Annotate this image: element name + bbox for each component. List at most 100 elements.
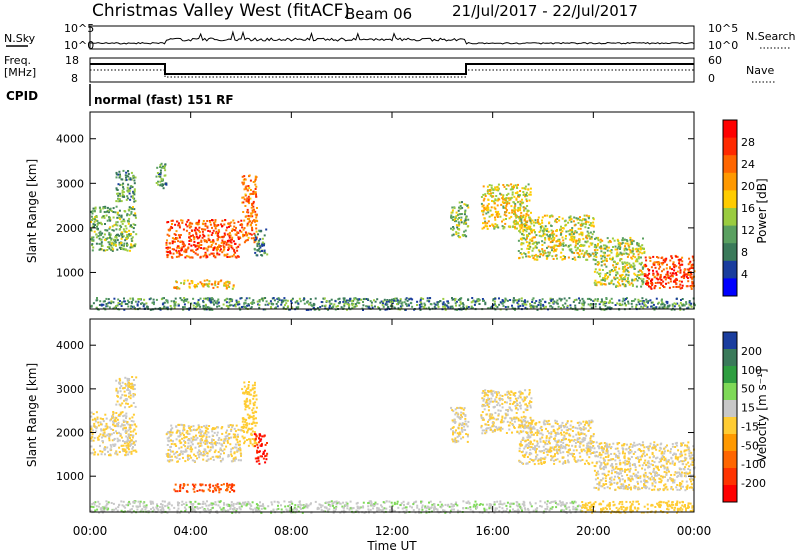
power-cell [456, 308, 459, 311]
power-cell [689, 304, 692, 307]
velocity-cell [221, 426, 224, 428]
power-cell [531, 301, 534, 303]
velocity-cell [241, 388, 244, 391]
power-cell [200, 247, 203, 249]
power-cell [267, 303, 270, 306]
power-cell [561, 248, 564, 251]
power-cell [122, 191, 125, 194]
power-region-3 [165, 219, 243, 259]
power-cell [244, 178, 247, 181]
velocity-cell [220, 484, 223, 486]
power-cell [598, 303, 601, 306]
power-cell [196, 242, 199, 245]
power-cell [206, 285, 209, 287]
power-cell [120, 220, 123, 223]
power-cell [661, 270, 663, 273]
power-cell [166, 239, 168, 242]
power-cell [541, 244, 544, 246]
power-cell [621, 300, 624, 303]
power-cell [507, 305, 510, 308]
power-cell [679, 287, 682, 290]
velocity-cell [509, 421, 512, 424]
power-cell [585, 241, 588, 244]
velocity-cell [122, 419, 125, 422]
power-cell [171, 223, 173, 225]
power-cell [115, 233, 118, 236]
power-cell [548, 254, 551, 257]
power-cell [118, 217, 121, 219]
power-cell [519, 304, 522, 307]
power-cell [574, 258, 577, 261]
power-cell [181, 219, 184, 222]
power-cell [444, 308, 447, 311]
power-cell [494, 207, 497, 210]
power-cell [604, 244, 607, 247]
velocity-cell [118, 403, 121, 406]
power-cell [626, 261, 629, 264]
power-cell [275, 302, 278, 305]
velocity-cell [178, 439, 181, 442]
velocity-cell [517, 419, 520, 422]
power-cell [639, 248, 642, 251]
velocity-cell [496, 428, 499, 431]
velocity-cell [258, 462, 261, 465]
power-cell [247, 185, 250, 187]
velocity-cell [115, 379, 118, 382]
power-cell [490, 192, 492, 195]
power-cell [232, 219, 235, 222]
velocity-cell [228, 483, 231, 486]
power-cell [251, 301, 254, 304]
power-cell [484, 193, 487, 196]
power-colorbar-tick: 4 [741, 268, 748, 281]
power-cell [620, 304, 623, 307]
power-cell [374, 305, 376, 308]
power-cell [188, 243, 191, 246]
power-cell [115, 236, 118, 239]
power-cell [600, 250, 603, 253]
power-cell [246, 189, 249, 192]
power-cell [205, 241, 208, 244]
power-cell [615, 285, 617, 288]
power-cell [238, 306, 241, 309]
power-cell [330, 298, 333, 301]
velocity-cell [241, 426, 244, 428]
power-cell [108, 247, 111, 250]
power-cell [106, 246, 109, 248]
power-cell [560, 225, 562, 228]
power-cell [445, 304, 448, 307]
power-cell [241, 175, 244, 178]
power-cell [184, 298, 187, 301]
power-cell [308, 303, 310, 306]
power-cell [354, 297, 357, 300]
power-cell [606, 254, 609, 257]
power-cell [575, 249, 578, 252]
velocity-cell [493, 400, 496, 403]
power-cell [517, 305, 520, 308]
power-cell [542, 234, 544, 237]
power-cell [534, 221, 537, 224]
power-cell [634, 248, 637, 251]
velocity-cell [186, 456, 189, 459]
power-cell [457, 235, 460, 237]
power-cell [616, 277, 619, 279]
power-colorbar-tick: 16 [741, 202, 755, 215]
power-cell [534, 258, 537, 261]
power-cell [122, 248, 125, 251]
velocity-cell [129, 430, 132, 433]
power-cell [592, 252, 595, 255]
power-cell [578, 238, 581, 241]
power-cell [482, 204, 485, 207]
power-cell [571, 227, 574, 229]
power-cell [167, 246, 170, 249]
power-cell [617, 243, 620, 246]
power-cell [196, 305, 199, 308]
power-cell [355, 304, 358, 307]
velocity-cell [170, 428, 173, 431]
power-cell [399, 305, 402, 308]
power-cell [209, 308, 212, 311]
power-cell [233, 222, 236, 225]
power-cell [503, 197, 506, 200]
power-cell [487, 203, 490, 205]
power-cell [258, 229, 261, 232]
power-cell [98, 248, 101, 251]
